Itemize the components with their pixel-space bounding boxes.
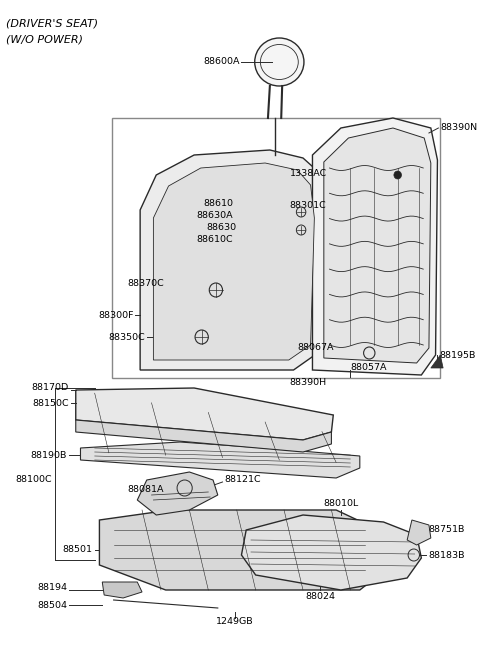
Circle shape: [394, 171, 401, 179]
Text: 88100C: 88100C: [15, 476, 52, 485]
Text: 88121C: 88121C: [225, 476, 261, 485]
Polygon shape: [76, 420, 331, 452]
Text: 88150C: 88150C: [33, 398, 69, 407]
Text: 88350C: 88350C: [108, 333, 145, 341]
Text: 88195B: 88195B: [439, 350, 476, 360]
Text: 88390H: 88390H: [289, 378, 326, 387]
Polygon shape: [76, 388, 333, 440]
Text: 88067A: 88067A: [298, 343, 334, 352]
Ellipse shape: [255, 38, 304, 86]
Text: 1338AC: 1338AC: [290, 168, 328, 178]
Text: 1249GB: 1249GB: [216, 618, 253, 626]
Text: 88630: 88630: [206, 223, 237, 233]
Text: 88183B: 88183B: [428, 550, 465, 559]
Text: 88751B: 88751B: [428, 525, 464, 534]
Polygon shape: [241, 515, 421, 590]
Text: 88501: 88501: [63, 546, 93, 555]
Polygon shape: [81, 442, 360, 478]
Text: 88390N: 88390N: [440, 122, 478, 132]
Text: 88170D: 88170D: [32, 383, 69, 392]
Text: 88300F: 88300F: [98, 310, 133, 320]
Text: 88630A: 88630A: [196, 212, 233, 221]
Text: 88010L: 88010L: [323, 499, 359, 508]
Polygon shape: [137, 472, 218, 515]
Text: 88190B: 88190B: [31, 451, 67, 460]
Polygon shape: [154, 163, 314, 360]
Text: 88081A: 88081A: [127, 485, 164, 495]
Text: 88600A: 88600A: [203, 58, 240, 67]
Text: 88057A: 88057A: [350, 364, 387, 373]
Polygon shape: [431, 355, 443, 368]
Polygon shape: [140, 150, 327, 370]
Polygon shape: [102, 582, 142, 598]
Text: 88301C: 88301C: [289, 200, 326, 210]
Text: (DRIVER'S SEAT): (DRIVER'S SEAT): [6, 18, 98, 28]
Text: (W/O POWER): (W/O POWER): [6, 34, 83, 44]
Text: 88370C: 88370C: [127, 278, 164, 288]
Polygon shape: [99, 510, 379, 590]
Polygon shape: [407, 520, 431, 545]
Text: 88610: 88610: [203, 200, 233, 208]
Polygon shape: [324, 128, 431, 363]
Text: 88610C: 88610C: [196, 236, 233, 244]
Text: 88194: 88194: [37, 584, 67, 593]
Text: 88504: 88504: [37, 601, 67, 610]
Text: 88024: 88024: [305, 592, 335, 601]
Polygon shape: [312, 118, 437, 375]
